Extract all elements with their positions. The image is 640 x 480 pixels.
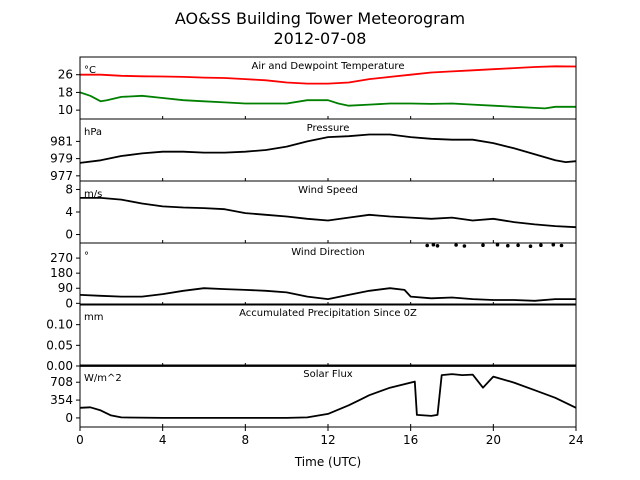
y-tick-label: 977 xyxy=(50,169,73,183)
panel-title: Wind Direction xyxy=(291,247,365,258)
y-tick-label: 354 xyxy=(50,393,73,407)
panel-5: 0.00 0.05 0.10 Accumulated Precipitation Si… xyxy=(46,303,577,373)
y-tick-label: 0.05 xyxy=(46,338,73,352)
y-tick-label: 0.00 xyxy=(46,359,73,373)
wind-direction-point xyxy=(559,243,564,248)
panel-unit: W/m^2 xyxy=(84,373,122,384)
x-tick-label: 4 xyxy=(159,433,167,447)
y-tick-label: 180 xyxy=(50,266,73,280)
x-axis-label: Time (UTC) xyxy=(294,455,361,469)
panel-title: Accumulated Precipitation Since 0Z xyxy=(239,308,417,319)
y-tick-label: 0 xyxy=(65,296,73,310)
panel-3: 0 4 8 Wind Speed m/s xyxy=(65,180,577,244)
series-line-1-2 xyxy=(79,91,576,110)
wind-direction-point xyxy=(506,243,510,248)
series-line-2-1 xyxy=(79,133,577,164)
panel-2: 977 979 981 Pressure hPa xyxy=(50,118,577,183)
wind-direction-point xyxy=(435,244,440,248)
panel-unit: °C xyxy=(84,65,96,76)
y-tick-label: 10 xyxy=(58,103,73,117)
y-tick-label: 0 xyxy=(65,228,73,242)
wind-direction-point xyxy=(481,243,485,247)
panel-title: Solar Flux xyxy=(303,369,353,380)
y-tick-label: 270 xyxy=(50,251,73,265)
y-tick-label: 90 xyxy=(58,281,73,295)
y-tick-label: 4 xyxy=(65,205,73,219)
y-tick-label: 18 xyxy=(58,85,73,99)
x-tick-label: 8 xyxy=(242,433,250,447)
y-tick-label: 26 xyxy=(58,68,73,82)
chart-title-line2: 2012-07-08 xyxy=(274,29,367,48)
series-line-6-1 xyxy=(79,373,577,419)
y-tick-label: 0 xyxy=(65,411,73,425)
x-tick-label: 0 xyxy=(76,433,84,447)
wind-direction-point xyxy=(551,242,556,247)
x-axis: 0 4 8 12 16 20 24 xyxy=(76,427,584,447)
wind-direction-point xyxy=(516,243,520,248)
panel-unit: mm xyxy=(84,312,103,323)
y-tick-label: 0.10 xyxy=(46,318,73,332)
wind-direction-point xyxy=(539,243,543,247)
x-tick-label: 12 xyxy=(320,433,335,447)
wind-direction-point xyxy=(425,243,430,248)
chart-title-line1: AO&SS Building Tower Meteorogram xyxy=(175,9,465,28)
panel-unit: ° xyxy=(84,251,89,262)
y-tick-label: 981 xyxy=(50,134,73,148)
series-line-3-1 xyxy=(80,196,577,229)
series-line-1-1 xyxy=(80,65,577,85)
x-tick-label: 24 xyxy=(568,433,583,447)
wind-direction-point xyxy=(495,242,500,247)
wind-direction-point xyxy=(528,244,533,248)
panel-unit: hPa xyxy=(84,127,102,138)
wind-direction-point xyxy=(431,242,436,247)
y-tick-label: 708 xyxy=(50,375,73,389)
panel-title: Pressure xyxy=(307,123,350,134)
panel-title: Air and Dewpoint Temperature xyxy=(252,61,405,72)
panel-title: Wind Speed xyxy=(298,185,358,196)
y-tick-label: 979 xyxy=(50,152,73,166)
x-tick-label: 16 xyxy=(403,433,418,447)
panel-unit: m/s xyxy=(84,189,102,200)
series-line-4-1 xyxy=(79,287,576,302)
y-tick-label: 8 xyxy=(65,182,73,196)
wind-direction-point xyxy=(462,244,467,248)
panel-6: 0 354 708 Solar Flux W/m^2 xyxy=(50,364,577,428)
panel-1: 10 18 26 Air and Dewpoint Temperature °C xyxy=(58,56,577,120)
wind-direction-point xyxy=(454,243,458,247)
x-tick-label: 20 xyxy=(486,433,501,447)
